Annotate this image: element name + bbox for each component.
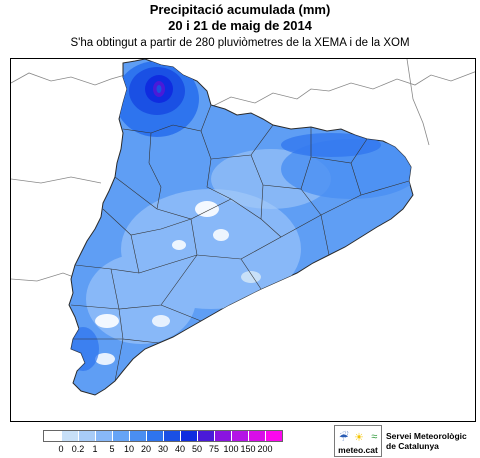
legend-tick-label: 0.2 xyxy=(71,444,85,454)
legend-tick-label: 5 xyxy=(109,444,115,454)
legend-tick-label: 20 xyxy=(140,444,152,454)
legend-swatch xyxy=(265,431,282,441)
service-name: Servei Meteorològic de Catalunya xyxy=(386,431,467,451)
legend-swatch xyxy=(61,431,78,441)
legend-tick-label: 10 xyxy=(123,444,135,454)
legend-swatch xyxy=(129,431,146,441)
legend-tick-labels: 0 0.2 1 5 10 20 30 40 50 75 100 150 200 xyxy=(43,444,443,456)
legend-color-bar xyxy=(43,430,283,442)
legend-tick-label: 30 xyxy=(157,444,169,454)
legend-swatch xyxy=(214,431,231,441)
legend-swatch xyxy=(112,431,129,441)
wind-icon: ≈ xyxy=(371,431,378,443)
service-name-line1: Servei Meteorològic xyxy=(386,431,467,441)
legend-tick-label: 40 xyxy=(174,444,186,454)
legend-swatch xyxy=(95,431,112,441)
logo-symbols: ☔ ☀ ≈ xyxy=(336,427,382,447)
legend-tick-label: 200 xyxy=(257,444,273,454)
logo-name: meteo.cat xyxy=(338,445,378,455)
legend-swatch xyxy=(197,431,214,441)
service-name-line2: de Catalunya xyxy=(386,441,439,451)
legend-swatch xyxy=(146,431,163,441)
sun-icon: ☀ xyxy=(354,431,364,444)
legend-tick-label: 100 xyxy=(223,444,239,454)
legend-swatch xyxy=(231,431,248,441)
map-frame xyxy=(10,58,476,422)
comarca-borders xyxy=(70,104,410,382)
legend-swatch xyxy=(248,431,265,441)
neighbour-borders xyxy=(11,59,475,282)
meteocat-logo: ☔ ☀ ≈ meteo.cat xyxy=(334,425,382,457)
map-date: 20 i 21 de maig de 2014 xyxy=(168,18,312,33)
precipitation-map xyxy=(11,59,475,396)
map-subtitle: S'ha obtingut a partir de 280 pluviòmetr… xyxy=(70,37,410,49)
legend-tick-label: 50 xyxy=(191,444,203,454)
legend-tick-label: 150 xyxy=(240,444,256,454)
legend-tick-label: 1 xyxy=(92,444,98,454)
legend-swatch xyxy=(78,431,95,441)
legend-swatch xyxy=(163,431,180,441)
legend-tick-label: 75 xyxy=(208,444,220,454)
precipitation-legend: 0 0.2 1 5 10 20 30 40 50 75 100 150 200 xyxy=(43,430,283,454)
legend-tick-label: 0 xyxy=(58,444,64,454)
legend-swatch xyxy=(180,431,197,441)
legend-swatch xyxy=(44,431,61,441)
map-title: Precipitació acumulada (mm) xyxy=(149,2,331,17)
rain-icon: ☔ xyxy=(338,431,349,444)
